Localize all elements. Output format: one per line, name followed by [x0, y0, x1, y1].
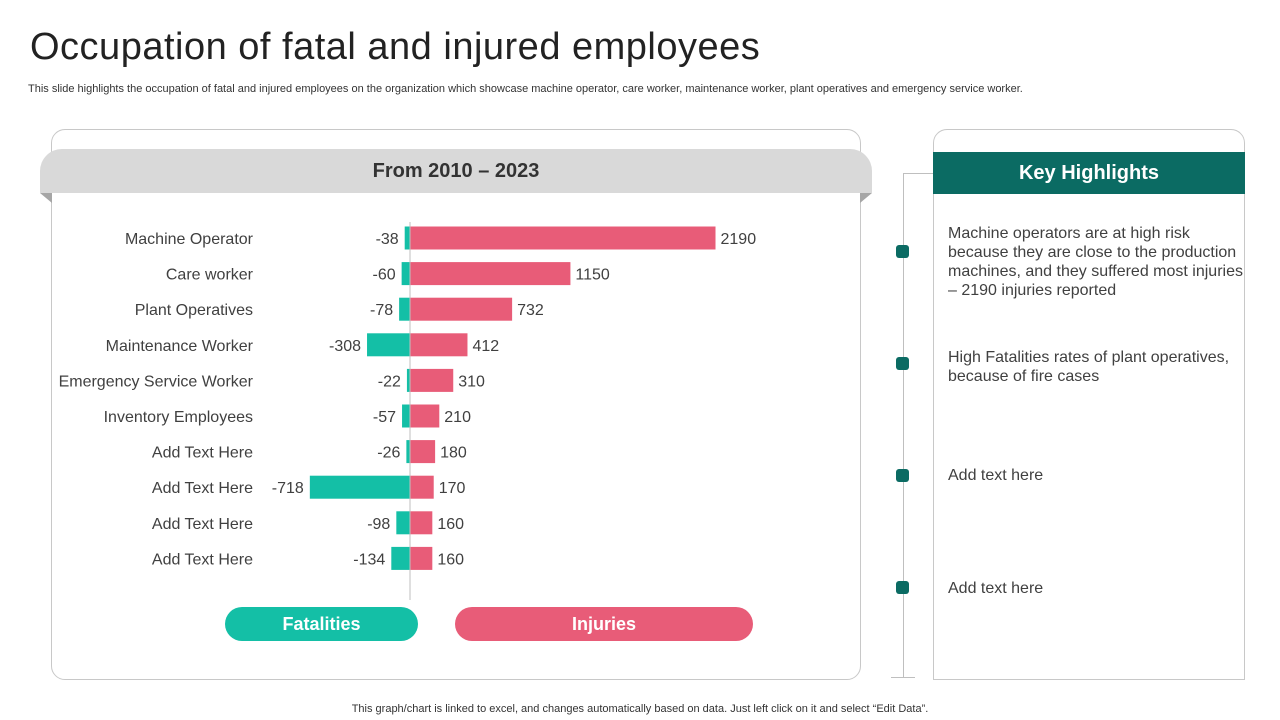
- fatalities-value-label: -98: [367, 516, 390, 533]
- fatalities-value-label: -78: [370, 302, 393, 319]
- timeline-base: [891, 677, 915, 678]
- fatalities-value-label: -38: [376, 231, 399, 248]
- fatalities-bar: [367, 333, 410, 357]
- fatalities-bar: [396, 511, 410, 535]
- fatalities-value-label: -26: [377, 445, 400, 462]
- category-label: Add Text Here: [152, 551, 253, 568]
- page-subtitle: This slide highlights the occupation of …: [28, 83, 1023, 95]
- injuries-bar: [410, 297, 513, 321]
- timeline-marker: [896, 469, 909, 482]
- injuries-bar: [410, 511, 433, 535]
- injuries-bar: [410, 475, 434, 499]
- injuries-bar: [410, 404, 440, 428]
- category-label: Maintenance Worker: [106, 338, 254, 355]
- legend-fatalities: Fatalities: [225, 607, 418, 641]
- injuries-value-label: 160: [437, 551, 464, 568]
- fatalities-bar: [391, 546, 410, 570]
- footer-note: This graph/chart is linked to excel, and…: [351, 703, 929, 715]
- bar-chart[interactable]: Machine Operator -38 2190 Care worker -60 115…: [0, 0, 880, 600]
- category-label: Add Text Here: [152, 445, 253, 462]
- category-label: Machine Operator: [125, 231, 254, 248]
- injuries-bar: [410, 368, 454, 392]
- timeline-marker: [896, 357, 909, 370]
- injuries-bar: [410, 546, 433, 570]
- injuries-bar: [410, 333, 468, 357]
- banner-fold-right: [860, 193, 872, 203]
- fatalities-bar: [399, 297, 410, 321]
- fatalities-value-label: -718: [272, 480, 304, 497]
- injuries-value-label: 412: [472, 338, 499, 355]
- fatalities-bar: [406, 368, 410, 392]
- injuries-value-label: 210: [444, 409, 471, 426]
- timeline-marker: [896, 581, 909, 594]
- fatalities-bar: [401, 262, 410, 286]
- fatalities-value-label: -134: [353, 551, 385, 568]
- injuries-value-label: 170: [439, 480, 466, 497]
- highlight-item: High Fatalities rates of plant operative…: [948, 349, 1230, 385]
- fatalities-bar: [406, 440, 410, 464]
- injuries-value-label: 732: [517, 302, 544, 319]
- category-label: Plant Operatives: [135, 302, 253, 319]
- fatalities-value-label: -57: [373, 409, 396, 426]
- highlight-item: Add text here: [948, 467, 1044, 484]
- fatalities-value-label: -60: [373, 267, 396, 284]
- highlights-panel: [933, 129, 1245, 680]
- timeline-marker: [896, 245, 909, 258]
- injuries-value-label: 2190: [721, 231, 757, 248]
- highlight-item: Add text here: [948, 580, 1044, 597]
- period-banner: From 2010 – 2023: [40, 149, 872, 193]
- legend-injuries: Injuries: [455, 607, 753, 641]
- injuries-value-label: 1150: [575, 267, 610, 284]
- category-label: Care worker: [166, 267, 254, 284]
- highlight-item: Machine operators are at high risk becau…: [948, 225, 1243, 299]
- category-label: Inventory Employees: [104, 409, 253, 426]
- injuries-bar: [410, 440, 436, 464]
- injuries-value-label: 160: [437, 516, 464, 533]
- category-label: Add Text Here: [152, 516, 253, 533]
- injuries-value-label: 310: [458, 373, 485, 390]
- timeline-line: [903, 173, 904, 678]
- category-label: Emergency Service Worker: [59, 373, 254, 390]
- injuries-value-label: 180: [440, 445, 467, 462]
- timeline-connector: [903, 173, 933, 174]
- banner-fold-left: [40, 193, 52, 203]
- fatalities-value-label: -308: [329, 338, 361, 355]
- fatalities-bar: [404, 226, 410, 250]
- category-label: Add Text Here: [152, 480, 253, 497]
- fatalities-bar: [309, 475, 410, 499]
- fatalities-value-label: -22: [378, 373, 401, 390]
- page-title: Occupation of fatal and injured employee…: [30, 26, 761, 68]
- injuries-bar: [410, 262, 571, 286]
- injuries-bar: [410, 226, 716, 250]
- fatalities-bar: [402, 404, 410, 428]
- highlights-header: Key Highlights: [933, 152, 1245, 194]
- chart-panel: [51, 129, 861, 680]
